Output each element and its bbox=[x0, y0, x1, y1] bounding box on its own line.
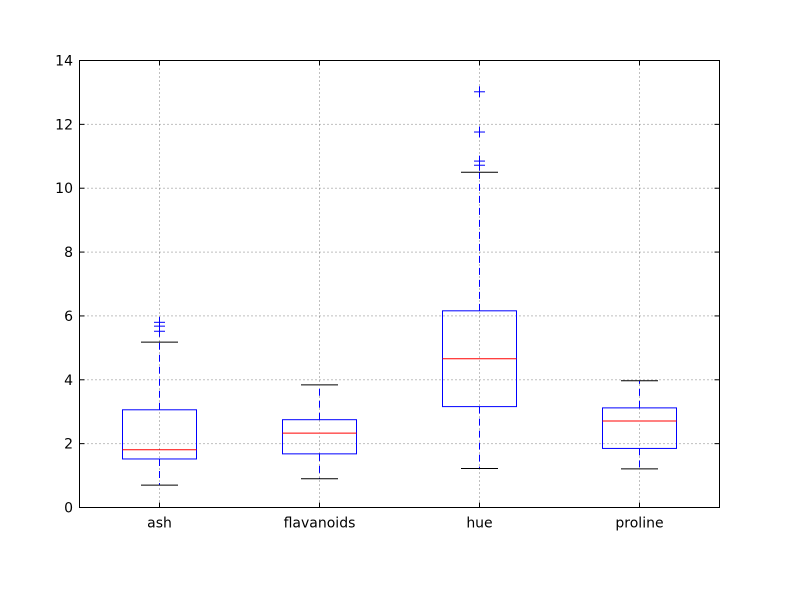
flier-plus-icon bbox=[474, 155, 485, 167]
flier-plus-icon bbox=[474, 86, 485, 98]
tick-marks bbox=[79, 60, 720, 508]
flier-plus-icon bbox=[474, 126, 485, 138]
boxplot-hue bbox=[442, 86, 517, 470]
y-tick-label-12: 12 bbox=[55, 117, 73, 133]
axes-spines bbox=[79, 60, 720, 508]
flier-plus-icon bbox=[154, 316, 165, 328]
x-tick-label-ash: ash bbox=[147, 516, 172, 532]
y-tick-label-4: 4 bbox=[64, 373, 73, 389]
y-tick-label-8: 8 bbox=[64, 245, 73, 261]
y-tick-label-14: 14 bbox=[55, 54, 73, 70]
x-tick-label-proline: proline bbox=[615, 516, 663, 532]
iqr-box bbox=[602, 407, 677, 449]
gridlines bbox=[79, 60, 720, 508]
boxplot-flavanoids bbox=[282, 384, 357, 480]
boxplot-proline bbox=[602, 380, 677, 470]
boxplot-ash bbox=[122, 316, 197, 486]
iqr-box bbox=[122, 409, 197, 460]
x-tick-label-hue: hue bbox=[466, 516, 492, 532]
y-tick-label-6: 6 bbox=[64, 309, 73, 325]
iqr-box bbox=[282, 419, 357, 455]
y-tick-label-0: 0 bbox=[64, 501, 73, 517]
y-tick-label-10: 10 bbox=[55, 181, 73, 197]
x-tick-label-flavanoids: flavanoids bbox=[284, 516, 356, 532]
y-tick-label-2: 2 bbox=[64, 437, 73, 453]
